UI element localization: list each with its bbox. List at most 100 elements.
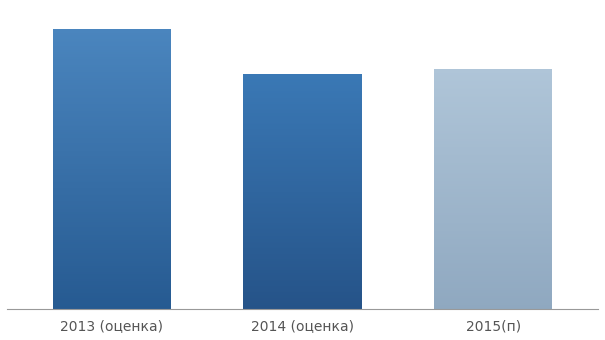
- Bar: [53, 149, 171, 151]
- Bar: [243, 173, 362, 174]
- Bar: [243, 212, 362, 214]
- Bar: [243, 112, 362, 113]
- Bar: [53, 154, 171, 156]
- Bar: [243, 278, 362, 279]
- Bar: [243, 121, 362, 123]
- Bar: [434, 274, 552, 276]
- Bar: [53, 108, 171, 109]
- Bar: [53, 285, 171, 287]
- Bar: [434, 162, 552, 163]
- Bar: [53, 44, 171, 46]
- Bar: [434, 248, 552, 250]
- Bar: [53, 233, 171, 235]
- Bar: [53, 136, 171, 138]
- Bar: [53, 54, 171, 55]
- Bar: [243, 303, 362, 305]
- Bar: [53, 42, 171, 44]
- Bar: [53, 270, 171, 272]
- Bar: [53, 188, 171, 190]
- Bar: [53, 208, 171, 210]
- Bar: [434, 287, 552, 288]
- Bar: [53, 289, 171, 291]
- Bar: [434, 141, 552, 142]
- Bar: [243, 223, 362, 225]
- Bar: [434, 215, 552, 216]
- Bar: [434, 160, 552, 162]
- Bar: [434, 131, 552, 133]
- Bar: [243, 113, 362, 115]
- Bar: [53, 212, 171, 214]
- Bar: [53, 52, 171, 54]
- Bar: [434, 288, 552, 290]
- Bar: [53, 205, 171, 207]
- Bar: [53, 181, 171, 182]
- Bar: [434, 121, 552, 123]
- Bar: [243, 251, 362, 253]
- Bar: [243, 287, 362, 289]
- Bar: [243, 190, 362, 192]
- Bar: [243, 234, 362, 236]
- Bar: [243, 218, 362, 220]
- Bar: [434, 163, 552, 165]
- Bar: [434, 296, 552, 298]
- Bar: [434, 147, 552, 149]
- Bar: [434, 101, 552, 102]
- Bar: [434, 285, 552, 287]
- Bar: [53, 166, 171, 168]
- Bar: [53, 240, 171, 242]
- Bar: [434, 245, 552, 247]
- Bar: [243, 272, 362, 273]
- Bar: [53, 33, 171, 35]
- Bar: [434, 149, 552, 150]
- Bar: [243, 297, 362, 299]
- Bar: [243, 126, 362, 128]
- Bar: [53, 93, 171, 95]
- Bar: [243, 217, 362, 218]
- Bar: [434, 239, 552, 240]
- Bar: [434, 138, 552, 139]
- Bar: [53, 252, 171, 253]
- Bar: [243, 248, 362, 250]
- Bar: [434, 210, 552, 211]
- Bar: [434, 189, 552, 190]
- Bar: [243, 132, 362, 134]
- Bar: [243, 201, 362, 203]
- Bar: [434, 85, 552, 86]
- Bar: [434, 203, 552, 205]
- Bar: [434, 183, 552, 184]
- Bar: [243, 129, 362, 131]
- Bar: [53, 91, 171, 93]
- Bar: [434, 259, 552, 261]
- Bar: [243, 170, 362, 171]
- Bar: [53, 207, 171, 208]
- Bar: [434, 200, 552, 202]
- Bar: [434, 130, 552, 131]
- Bar: [53, 128, 171, 130]
- Bar: [243, 84, 362, 85]
- Bar: [434, 219, 552, 221]
- Bar: [53, 97, 171, 98]
- Bar: [434, 207, 552, 208]
- Bar: [243, 300, 362, 302]
- Bar: [53, 304, 171, 306]
- Bar: [243, 200, 362, 201]
- Bar: [434, 176, 552, 178]
- Bar: [434, 256, 552, 258]
- Bar: [243, 279, 362, 281]
- Bar: [53, 87, 171, 89]
- Bar: [53, 218, 171, 220]
- Bar: [53, 263, 171, 265]
- Bar: [434, 213, 552, 215]
- Bar: [53, 171, 171, 173]
- Bar: [53, 74, 171, 76]
- Bar: [53, 201, 171, 203]
- Bar: [53, 184, 171, 186]
- Bar: [434, 178, 552, 179]
- Bar: [53, 145, 171, 147]
- Bar: [243, 96, 362, 98]
- Bar: [53, 296, 171, 298]
- Bar: [243, 189, 362, 190]
- Bar: [243, 167, 362, 168]
- Bar: [243, 134, 362, 135]
- Bar: [434, 123, 552, 125]
